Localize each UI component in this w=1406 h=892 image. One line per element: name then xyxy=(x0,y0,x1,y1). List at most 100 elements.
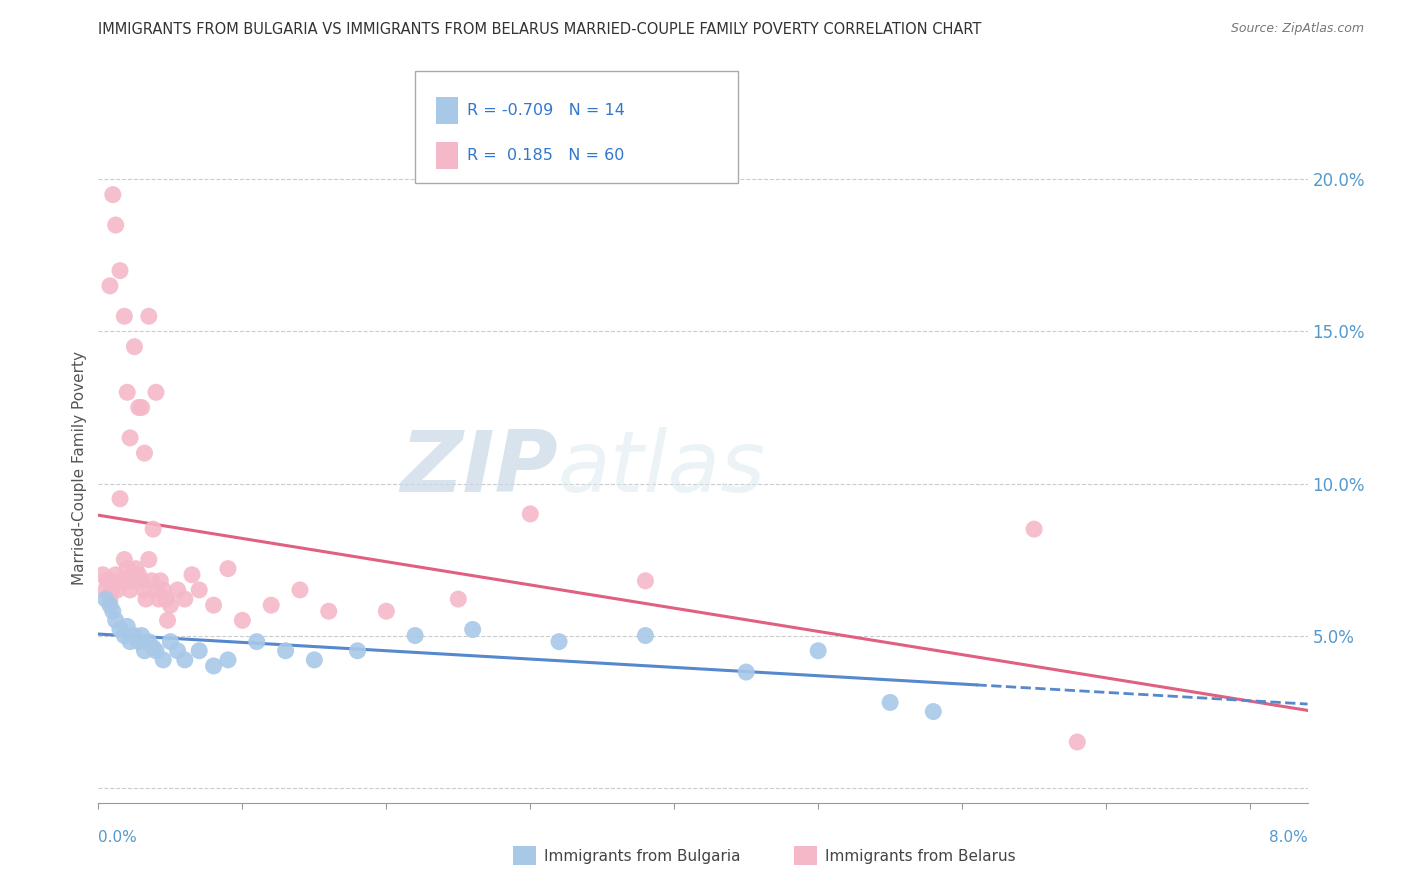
Text: IMMIGRANTS FROM BULGARIA VS IMMIGRANTS FROM BELARUS MARRIED-COUPLE FAMILY POVERT: IMMIGRANTS FROM BULGARIA VS IMMIGRANTS F… xyxy=(98,22,981,37)
Point xyxy=(447,592,470,607)
Point xyxy=(217,653,239,667)
Text: Source: ZipAtlas.com: Source: ZipAtlas.com xyxy=(1230,22,1364,36)
Text: R =  0.185   N = 60: R = 0.185 N = 60 xyxy=(467,148,624,163)
Point xyxy=(138,634,160,648)
Point xyxy=(112,628,135,642)
Point xyxy=(188,644,211,658)
Point xyxy=(125,562,148,576)
Point xyxy=(112,310,135,324)
Point xyxy=(112,552,135,566)
Point xyxy=(108,491,131,506)
Point xyxy=(346,644,368,658)
Point xyxy=(104,567,127,582)
Point xyxy=(108,623,131,637)
Point xyxy=(134,446,156,460)
Point xyxy=(634,628,657,642)
Point xyxy=(145,385,167,400)
Point xyxy=(922,705,945,719)
Point xyxy=(128,567,150,582)
Text: ZIP: ZIP xyxy=(401,426,558,510)
Point xyxy=(128,634,150,648)
Point xyxy=(304,653,326,667)
Point xyxy=(115,619,138,633)
Point xyxy=(98,278,121,293)
Point xyxy=(156,613,179,627)
Text: Immigrants from Belarus: Immigrants from Belarus xyxy=(825,849,1017,863)
Point xyxy=(260,598,283,612)
Point xyxy=(138,552,160,566)
Point xyxy=(202,598,225,612)
Point xyxy=(1066,735,1088,749)
Point xyxy=(114,574,136,588)
Point xyxy=(246,634,269,648)
Point xyxy=(120,634,142,648)
Point xyxy=(149,574,172,588)
Point xyxy=(181,567,204,582)
Point xyxy=(152,653,174,667)
Point xyxy=(101,604,124,618)
Point xyxy=(104,613,127,627)
Point xyxy=(96,574,118,588)
Point xyxy=(134,644,156,658)
Point xyxy=(318,604,340,618)
Point xyxy=(105,582,128,597)
Point xyxy=(148,592,170,607)
Point xyxy=(94,592,117,607)
Point xyxy=(375,604,398,618)
Point xyxy=(94,582,117,597)
Point xyxy=(104,218,127,232)
Y-axis label: Married-Couple Family Poverty: Married-Couple Family Poverty xyxy=(72,351,87,585)
Point xyxy=(879,696,901,710)
Point xyxy=(120,582,142,597)
Point xyxy=(807,644,830,658)
Point xyxy=(159,598,181,612)
Point xyxy=(404,628,426,642)
Point xyxy=(166,644,188,658)
Point xyxy=(115,385,138,400)
Point xyxy=(124,340,146,354)
Point xyxy=(134,582,156,597)
Point xyxy=(131,628,153,642)
Point xyxy=(155,592,177,607)
Text: atlas: atlas xyxy=(558,426,766,510)
Point xyxy=(1022,522,1045,536)
Point xyxy=(519,507,541,521)
Point xyxy=(152,582,174,597)
Point xyxy=(91,567,114,582)
Point xyxy=(145,582,167,597)
Point xyxy=(548,634,571,648)
Point xyxy=(110,574,132,588)
Point xyxy=(100,582,122,597)
Text: R = -0.709   N = 14: R = -0.709 N = 14 xyxy=(467,103,624,118)
Point xyxy=(142,522,165,536)
Point xyxy=(202,659,225,673)
Point xyxy=(101,574,124,588)
Point xyxy=(173,653,195,667)
Point xyxy=(461,623,484,637)
Point xyxy=(145,644,167,658)
Text: 8.0%: 8.0% xyxy=(1268,830,1308,845)
Text: 0.0%: 0.0% xyxy=(98,830,138,845)
Point xyxy=(166,582,188,597)
Point xyxy=(159,634,181,648)
Text: Immigrants from Bulgaria: Immigrants from Bulgaria xyxy=(544,849,741,863)
Point xyxy=(131,401,153,415)
Point xyxy=(231,613,253,627)
Point xyxy=(131,574,153,588)
Point xyxy=(173,592,195,607)
Point xyxy=(141,574,163,588)
Point xyxy=(108,263,131,277)
Point xyxy=(274,644,297,658)
Point xyxy=(124,574,146,588)
Point xyxy=(98,592,121,607)
Point xyxy=(735,665,758,679)
Point xyxy=(142,640,165,655)
Point xyxy=(124,628,146,642)
Point xyxy=(101,187,124,202)
Point xyxy=(217,562,239,576)
Point xyxy=(634,574,657,588)
Point xyxy=(288,582,311,597)
Point xyxy=(135,592,157,607)
Point xyxy=(120,431,142,445)
Point xyxy=(98,598,121,612)
